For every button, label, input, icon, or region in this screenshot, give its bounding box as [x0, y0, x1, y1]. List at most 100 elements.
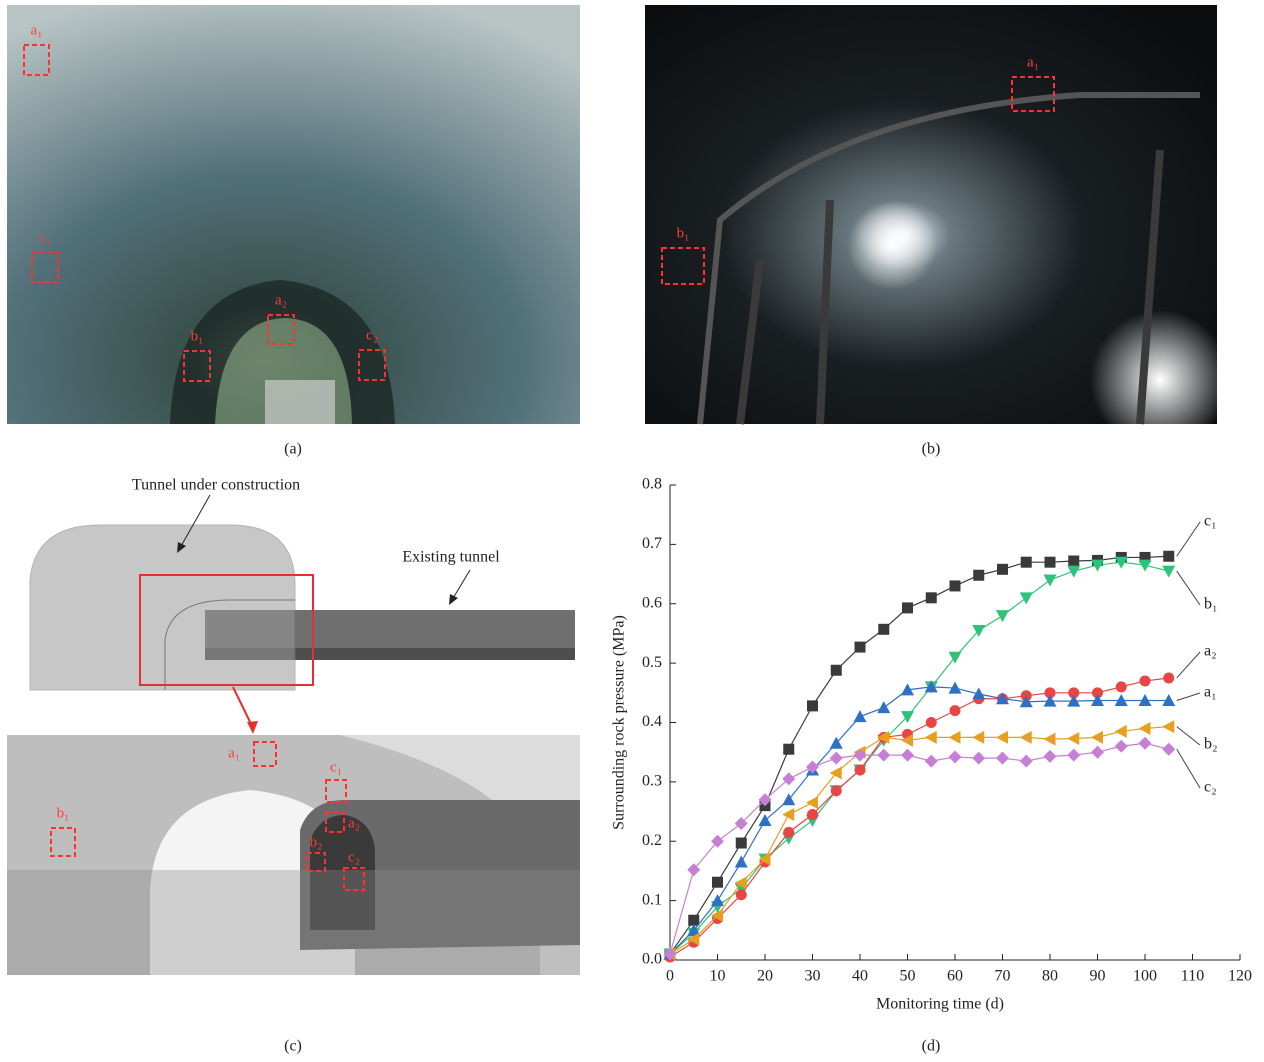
marker-label: b₁	[677, 225, 690, 241]
label-leader	[1177, 652, 1200, 678]
series-label: b₁	[1204, 596, 1218, 613]
point	[1163, 672, 1174, 683]
point	[855, 765, 866, 776]
point	[1139, 722, 1151, 735]
point	[1068, 556, 1079, 567]
series-line	[670, 743, 1169, 954]
marker-label: b₁	[191, 328, 204, 344]
marker-label: c₂	[348, 849, 360, 865]
y-tick-label: 0.3	[642, 773, 662, 790]
point	[855, 642, 866, 653]
y-tick-label: 0.6	[642, 594, 662, 611]
point	[1045, 557, 1056, 568]
photo-b	[645, 5, 1230, 450]
y-axis-label: Surrounding rock pressure (MPa)	[611, 615, 628, 830]
point	[972, 752, 985, 765]
point	[925, 755, 938, 768]
point	[712, 877, 723, 888]
point	[973, 570, 984, 581]
panel-caption: (b)	[922, 441, 941, 458]
point	[1139, 737, 1152, 750]
x-tick-label: 80	[1042, 968, 1058, 985]
label-leader	[1177, 749, 1200, 788]
figure: 0.00.10.20.30.40.50.60.70.80102030405060…	[0, 0, 1264, 1062]
marker-label: a₂	[348, 815, 360, 831]
point	[1162, 566, 1175, 578]
point	[1139, 560, 1152, 572]
point	[735, 856, 748, 868]
point	[736, 889, 747, 900]
point	[996, 752, 1009, 765]
y-tick-label: 0.4	[642, 713, 662, 730]
marker-label: a₂	[275, 292, 287, 308]
y-tick-label: 0.1	[642, 891, 662, 908]
point	[877, 749, 890, 762]
marker-label: b₂	[310, 834, 323, 850]
point	[1162, 720, 1174, 733]
photo-a	[7, 5, 580, 424]
diagram-c	[7, 495, 580, 975]
point	[736, 838, 747, 849]
point	[1020, 731, 1032, 744]
label-leader	[1177, 727, 1200, 745]
x-tick-label: 120	[1228, 968, 1252, 985]
x-tick-label: 90	[1090, 968, 1106, 985]
point	[1091, 731, 1103, 744]
marker-label: c₂	[366, 327, 378, 343]
point	[950, 705, 961, 716]
point	[996, 731, 1008, 744]
point	[877, 701, 890, 713]
point	[783, 744, 794, 755]
panel-caption: (c)	[284, 1038, 302, 1055]
label-leader	[1177, 693, 1200, 701]
series-label: c₂	[1204, 779, 1217, 796]
point	[926, 717, 937, 728]
point	[878, 624, 889, 635]
point	[997, 564, 1008, 575]
series-label: b₂	[1204, 736, 1218, 753]
x-tick-label: 30	[805, 968, 821, 985]
point	[831, 785, 842, 796]
y-tick-label: 0.0	[642, 951, 662, 968]
point	[1021, 557, 1032, 568]
point	[1162, 743, 1175, 756]
point	[831, 665, 842, 676]
marker-label: a₁	[228, 745, 240, 761]
x-tick-label: 50	[900, 968, 916, 985]
x-tick-label: 40	[852, 968, 868, 985]
x-tick-label: 110	[1181, 968, 1204, 985]
point	[972, 688, 985, 700]
point	[806, 796, 818, 809]
y-tick-label: 0.2	[642, 832, 662, 849]
point	[972, 731, 984, 744]
x-tick-label: 100	[1133, 968, 1157, 985]
point	[901, 749, 914, 762]
point	[996, 610, 1009, 622]
point	[1067, 749, 1080, 762]
x-tick-label: 0	[666, 968, 674, 985]
point	[925, 731, 937, 744]
marker-label: c₁	[330, 759, 342, 775]
series-label: a₂	[1204, 643, 1217, 660]
panel-caption: (d)	[922, 1038, 941, 1055]
x-tick-label: 10	[710, 968, 726, 985]
point	[1115, 740, 1128, 753]
point	[1140, 675, 1151, 686]
y-tick-label: 0.5	[642, 654, 662, 671]
point	[1067, 566, 1080, 578]
point	[830, 766, 842, 779]
point	[1044, 750, 1057, 763]
y-tick-label: 0.7	[642, 535, 662, 552]
x-tick-label: 70	[995, 968, 1011, 985]
annotation: Existing tunnel	[402, 549, 500, 566]
point	[949, 652, 962, 664]
point	[949, 750, 962, 763]
point	[782, 793, 795, 805]
point	[1020, 755, 1033, 768]
annotation: Tunnel under construction	[132, 477, 300, 494]
point	[926, 592, 937, 603]
point	[806, 761, 819, 774]
point	[1091, 746, 1104, 759]
x-tick-label: 20	[757, 968, 773, 985]
series-label: c₁	[1204, 513, 1217, 530]
